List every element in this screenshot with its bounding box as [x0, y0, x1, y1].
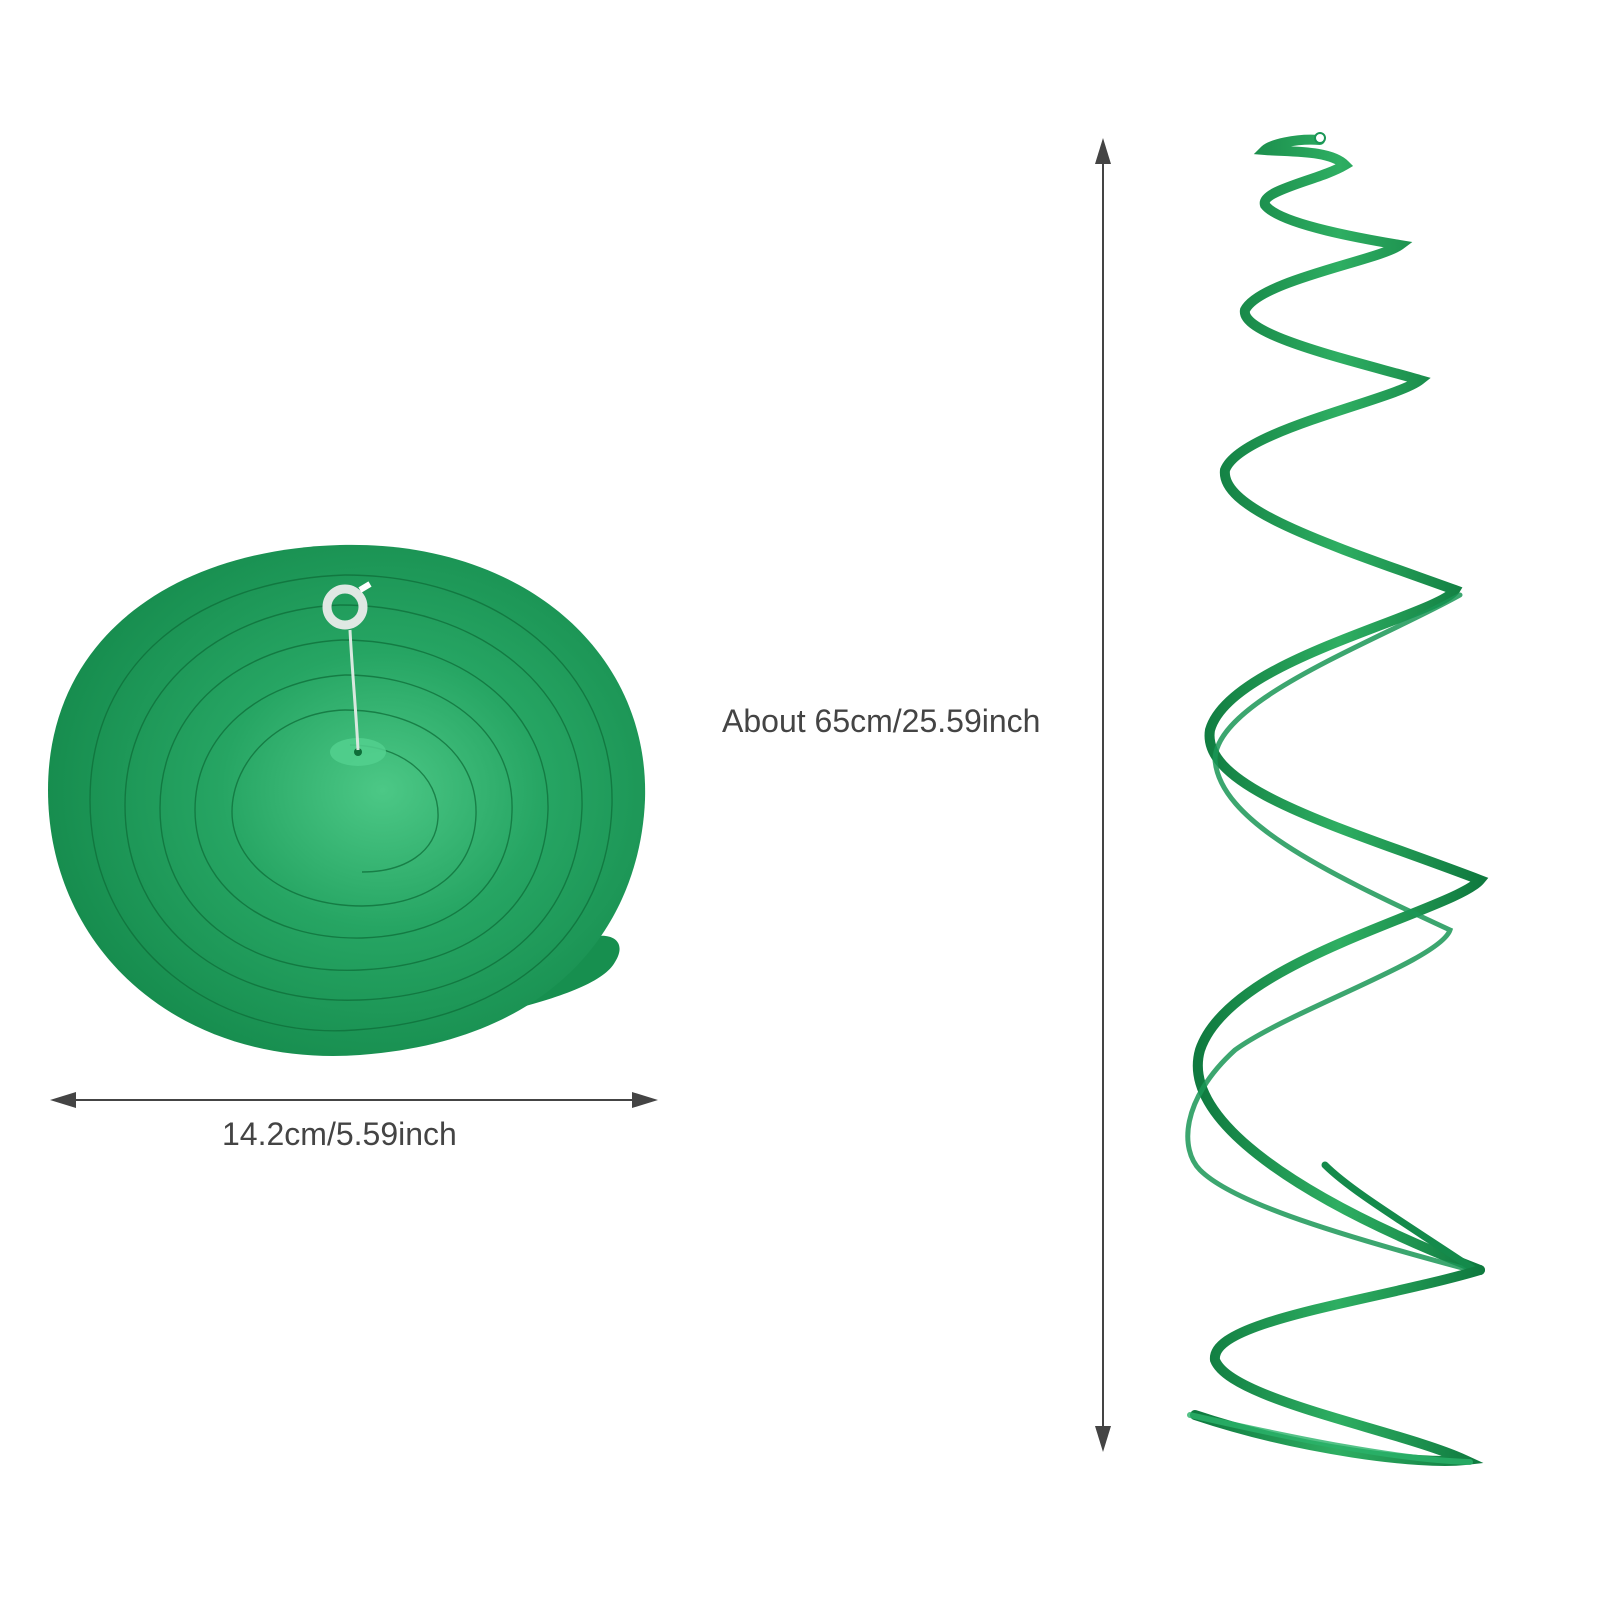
height-dimension-arrow: [1095, 138, 1111, 1452]
hanging-spiral-ribbon: [1185, 132, 1489, 1466]
disc-body: [48, 544, 646, 1056]
spiral-cut-lines: [89, 574, 613, 1032]
flat-swirl-disc: [48, 544, 646, 1056]
hook-ring-icon: [322, 584, 368, 630]
height-label: About 65cm/25.59inch: [722, 703, 1041, 739]
ribbon-hook-icon: [1314, 132, 1326, 144]
width-dimension-arrow: [50, 1092, 658, 1108]
width-label: 14.2cm/5.59inch: [222, 1116, 457, 1152]
hanging-string: [348, 629, 360, 751]
